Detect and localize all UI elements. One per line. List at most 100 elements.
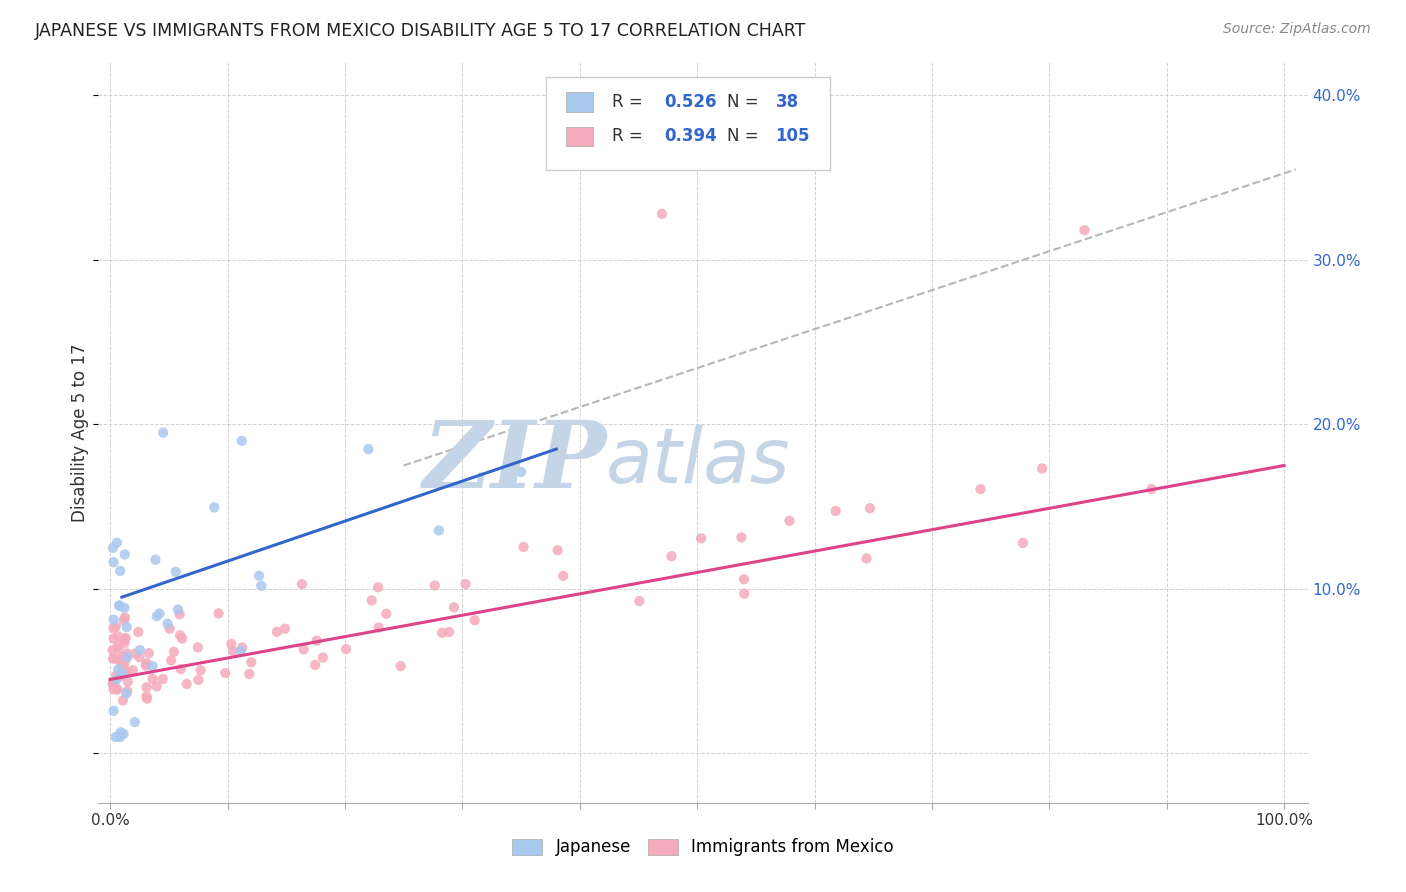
Point <box>112 658 135 673</box>
Point <box>117 650 139 665</box>
Point <box>115 646 138 660</box>
Point <box>187 640 209 655</box>
Point <box>141 659 163 673</box>
Point <box>221 637 243 651</box>
Point <box>111 657 134 672</box>
Point <box>553 569 575 583</box>
Point <box>105 682 128 697</box>
Point <box>112 614 135 628</box>
Point <box>145 609 167 624</box>
Point <box>312 650 335 665</box>
Point <box>651 207 673 221</box>
Point <box>117 684 139 698</box>
Point <box>1073 223 1095 237</box>
Point <box>464 613 486 627</box>
Point <box>105 652 128 666</box>
Point <box>114 548 136 562</box>
Point <box>855 551 877 566</box>
Point <box>108 730 131 744</box>
Point <box>172 632 194 646</box>
Point <box>547 543 569 558</box>
Point <box>160 653 183 667</box>
Point <box>231 640 253 655</box>
Point <box>108 599 131 613</box>
Point <box>367 580 389 594</box>
Text: R =: R = <box>613 127 648 145</box>
Point <box>360 593 382 607</box>
Point <box>103 621 125 635</box>
Point <box>240 655 263 669</box>
Point <box>105 673 128 687</box>
Point <box>111 650 134 665</box>
Point <box>389 659 412 673</box>
Point <box>108 599 131 613</box>
Point <box>108 564 131 578</box>
Point <box>114 631 136 645</box>
Point <box>229 644 252 658</box>
Point <box>112 727 135 741</box>
Point <box>135 656 157 670</box>
Text: N =: N = <box>727 127 763 145</box>
Point <box>105 682 128 697</box>
Point <box>152 425 174 440</box>
Point <box>138 646 160 660</box>
Text: 105: 105 <box>776 127 810 145</box>
Point <box>111 653 134 667</box>
Point <box>247 568 270 582</box>
Point <box>141 672 163 686</box>
Point <box>779 514 801 528</box>
Point <box>274 622 297 636</box>
Point <box>114 610 136 624</box>
Point <box>110 725 132 739</box>
Point <box>202 500 225 515</box>
Point <box>135 680 157 694</box>
Point <box>107 662 129 676</box>
Point <box>105 668 128 682</box>
Text: N =: N = <box>727 93 763 111</box>
Text: JAPANESE VS IMMIGRANTS FROM MEXICO DISABILITY AGE 5 TO 17 CORRELATION CHART: JAPANESE VS IMMIGRANTS FROM MEXICO DISAB… <box>35 22 807 40</box>
Point <box>733 587 755 601</box>
Y-axis label: Disability Age 5 to 17: Disability Age 5 to 17 <box>72 343 90 522</box>
Point <box>510 465 533 479</box>
Point <box>105 535 128 549</box>
Point <box>824 504 846 518</box>
FancyBboxPatch shape <box>546 78 830 169</box>
Point <box>112 656 135 670</box>
Point <box>305 633 328 648</box>
Point <box>165 565 187 579</box>
Point <box>291 577 314 591</box>
Point <box>690 532 713 546</box>
Point <box>145 680 167 694</box>
Point <box>103 632 125 646</box>
Point <box>103 704 125 718</box>
Point <box>111 693 134 707</box>
Text: 0.394: 0.394 <box>664 127 717 145</box>
FancyBboxPatch shape <box>567 127 593 146</box>
Point <box>115 620 138 634</box>
Point <box>129 643 152 657</box>
Point <box>427 524 450 538</box>
Point <box>1031 461 1053 475</box>
Point <box>357 442 380 456</box>
Point <box>238 667 260 681</box>
Point <box>111 667 134 681</box>
Text: 38: 38 <box>776 93 799 111</box>
Point <box>170 662 193 676</box>
Point <box>304 657 326 672</box>
Point <box>107 629 129 643</box>
Point <box>152 672 174 686</box>
Point <box>169 628 191 642</box>
Point <box>101 677 124 691</box>
Point <box>135 690 157 704</box>
Point <box>110 668 132 682</box>
Point <box>661 549 683 564</box>
Point <box>107 641 129 656</box>
Point <box>103 613 125 627</box>
Point <box>733 572 755 586</box>
Point <box>628 594 651 608</box>
Point <box>104 619 127 633</box>
Point <box>250 579 273 593</box>
Point <box>122 663 145 677</box>
Point <box>454 577 477 591</box>
Point <box>101 541 124 555</box>
